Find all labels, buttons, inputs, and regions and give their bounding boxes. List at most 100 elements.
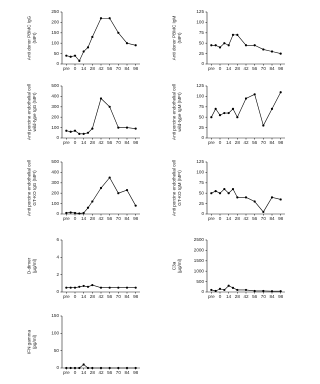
data-point [91, 35, 94, 39]
x-tick-label: pre [208, 140, 215, 145]
y-axis-label: GT-KO IgG (MFI) [32, 170, 37, 206]
x-tick-label: 84 [124, 140, 130, 145]
data-point [231, 33, 235, 36]
y-axis-label: Anti porcine endothelial cell [26, 84, 31, 140]
x-tick-label: 42 [243, 140, 249, 145]
x-tick-label: pre [63, 140, 70, 145]
y-tick-label: 500 [51, 83, 59, 88]
y-tick-label: 150 [51, 313, 59, 318]
y-axis-label: (μg/ml) [32, 258, 37, 273]
x-tick-label: 98 [133, 216, 139, 221]
x-tick-label: 42 [98, 216, 104, 221]
data-point [244, 288, 248, 292]
x-tick-label: 0 [219, 216, 222, 221]
y-tick-label: 500 [196, 279, 204, 284]
data-point [227, 284, 230, 287]
x-tick-label: 42 [98, 140, 104, 145]
data-point [134, 127, 137, 130]
x-tick-label: 56 [252, 140, 258, 145]
y-tick-label: 300 [51, 104, 59, 109]
x-tick-label: 84 [124, 294, 130, 299]
y-tick-label: 250 [51, 9, 59, 14]
x-tick-label: 56 [107, 140, 113, 145]
y-tick-label: 125 [196, 9, 204, 14]
x-tick-label: 28 [90, 66, 96, 71]
y-tick-label: 0 [201, 289, 204, 294]
y-tick-label: 2000 [194, 248, 205, 253]
data-point [73, 54, 77, 57]
data-point [227, 44, 230, 47]
data-point [73, 366, 77, 370]
data-point [270, 290, 274, 293]
data-point [117, 366, 120, 370]
y-tick-label: 2500 [194, 237, 205, 242]
data-point [227, 192, 230, 195]
data-point [253, 93, 256, 96]
data-line [66, 17, 136, 62]
data-point [231, 187, 235, 191]
x-tick-label: 28 [235, 140, 241, 145]
y-axis-label: IFN gamma [26, 330, 31, 354]
data-point [117, 192, 120, 195]
x-tick-label: 84 [124, 370, 130, 375]
y-axis-label: C3a [171, 261, 176, 270]
data-point [108, 17, 111, 20]
data-point [125, 366, 129, 370]
x-tick-label: 42 [98, 294, 104, 299]
data-point [218, 192, 222, 195]
data-point [73, 129, 77, 132]
data-point [218, 287, 222, 290]
y-tick-label: 100 [51, 125, 59, 130]
x-tick-label: 56 [252, 216, 258, 221]
data-point [214, 289, 217, 293]
data-line [211, 92, 281, 127]
data-point [210, 44, 213, 47]
y-axis-label: Anti donor PBMC IgM [171, 16, 176, 61]
x-tick-label: 70 [261, 140, 267, 145]
data-point [125, 126, 129, 129]
y-axis-label: Anti porcine endothelial cell [26, 160, 31, 216]
data-point [117, 126, 120, 129]
data-point [134, 286, 137, 289]
data-point [78, 59, 81, 62]
data-point [65, 129, 68, 132]
y-tick-label: 50 [54, 348, 60, 353]
data-point [99, 366, 103, 370]
data-point [223, 288, 226, 292]
y-tick-label: 100 [51, 40, 59, 45]
y-tick-label: 100 [196, 94, 204, 99]
x-tick-label: 14 [81, 66, 87, 71]
x-tick-label: 56 [252, 294, 258, 299]
x-tick-label: 28 [90, 370, 96, 375]
data-point [78, 212, 81, 215]
x-tick-label: pre [63, 294, 70, 299]
y-tick-label: 0 [56, 135, 59, 140]
x-tick-label: 14 [81, 294, 87, 299]
x-tick-label: 70 [261, 216, 267, 221]
y-axis-label: GT-KO IgM (MFI) [177, 170, 182, 206]
data-point [214, 190, 217, 193]
x-tick-label: 14 [226, 216, 232, 221]
x-tick-label: 42 [98, 370, 104, 375]
y-axis-label: wild-type IgG (MFI) [32, 92, 37, 132]
x-tick-label: 56 [107, 66, 113, 71]
y-tick-label: 50 [199, 114, 205, 119]
y-tick-label: 400 [51, 94, 59, 99]
data-point [65, 286, 68, 289]
x-tick-label: 42 [243, 66, 249, 71]
data-point [65, 211, 68, 215]
data-point [91, 127, 94, 130]
data-point [134, 204, 137, 207]
x-tick-label: 84 [269, 66, 275, 71]
x-tick-label: 14 [81, 216, 87, 221]
x-tick-label: 14 [81, 140, 87, 145]
y-tick-label: 2 [56, 272, 59, 277]
data-point [236, 196, 239, 199]
y-tick-label: 125 [196, 83, 204, 88]
data-point [108, 176, 111, 179]
x-tick-label: pre [63, 66, 70, 71]
x-tick-label: 70 [116, 294, 122, 299]
x-tick-label: 70 [116, 66, 122, 71]
data-point [231, 107, 235, 110]
data-point [82, 50, 85, 53]
